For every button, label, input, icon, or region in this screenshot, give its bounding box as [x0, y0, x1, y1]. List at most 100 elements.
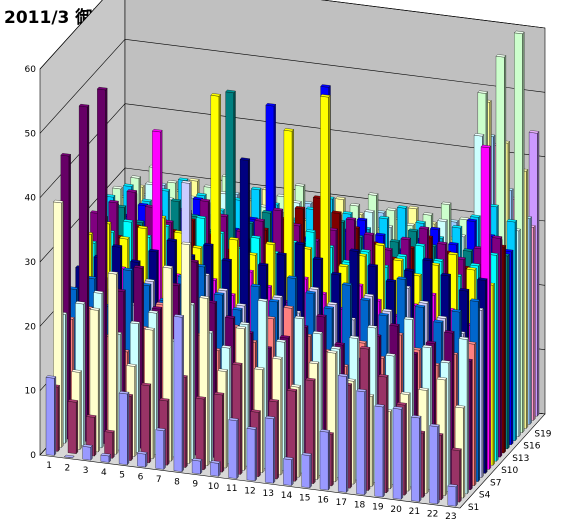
bar-top: [268, 298, 280, 303]
gridline: [39, 38, 546, 134]
bar-top: [312, 330, 324, 335]
bar-top: [374, 242, 386, 246]
bar-side: [371, 394, 374, 487]
bar: [319, 429, 331, 491]
x-tick-label: 10: [208, 482, 220, 492]
gridline: [39, 0, 546, 70]
bar-top: [253, 366, 265, 370]
bar-top: [144, 327, 155, 331]
bar-top: [345, 217, 357, 221]
bar-top: [389, 239, 401, 243]
bar-top: [221, 345, 232, 349]
bar: [374, 403, 385, 498]
bar: [213, 391, 225, 473]
bar: [107, 271, 119, 455]
bar-top: [283, 128, 294, 132]
bar-top: [294, 241, 305, 245]
bar-top: [224, 315, 236, 319]
bar-top: [89, 307, 101, 311]
bar-side: [94, 415, 97, 457]
bar-top: [118, 390, 130, 395]
x-tick-label: 8: [174, 477, 180, 487]
bar: [104, 429, 115, 459]
bar-top: [319, 429, 331, 433]
bar-side: [317, 361, 320, 480]
bar-top: [375, 232, 386, 236]
bar-top: [195, 215, 207, 219]
bar-top: [491, 235, 503, 239]
bar-top: [60, 153, 72, 157]
bar-top: [232, 307, 243, 311]
bar-top: [454, 404, 466, 409]
bar: [283, 456, 294, 486]
bar-top: [331, 271, 342, 276]
bar-top: [451, 225, 463, 229]
bar-side: [522, 31, 525, 434]
bar-side: [404, 402, 407, 496]
bar-top: [155, 427, 166, 431]
bar-top: [195, 396, 207, 400]
bar-side: [426, 388, 429, 494]
bar-side: [444, 377, 447, 497]
bar-side: [87, 104, 90, 442]
bar-top: [367, 325, 378, 329]
bar-side: [526, 169, 529, 429]
bar-top: [67, 399, 79, 403]
bar-top: [122, 219, 134, 223]
bar-top: [235, 303, 247, 307]
bar-top: [360, 249, 371, 253]
bar-top: [360, 297, 371, 301]
bar-top: [400, 391, 411, 395]
x-tick-label: 13: [263, 489, 274, 499]
bar-top: [213, 391, 225, 396]
bar-top: [342, 211, 353, 215]
bar-top: [433, 258, 444, 262]
bar-side: [529, 216, 532, 425]
bar-top: [459, 216, 470, 221]
bar-top: [335, 196, 346, 200]
bar-front: [118, 392, 128, 465]
bar-side: [276, 399, 279, 480]
bar-top: [359, 346, 371, 350]
bar-front: [429, 425, 438, 505]
bar-top: [447, 251, 459, 256]
bar-top: [378, 312, 389, 316]
bar-top: [268, 398, 279, 403]
bar-top: [451, 447, 462, 451]
bar-top: [137, 202, 149, 207]
bar-top: [411, 414, 422, 419]
bar-top: [82, 444, 93, 448]
bar-top: [250, 409, 261, 413]
bar-side: [346, 374, 349, 493]
bar-top: [239, 321, 250, 325]
bar-front: [140, 384, 150, 464]
bar-top: [421, 344, 433, 348]
bar-top: [425, 340, 437, 344]
bar-side: [207, 296, 210, 467]
bar-top: [148, 310, 159, 314]
bars: [45, 30, 540, 507]
bar-top: [78, 103, 90, 108]
bar-top: [250, 283, 262, 287]
x-tick-label: 17: [336, 498, 347, 508]
bar: [337, 373, 349, 493]
bar-top: [356, 388, 367, 392]
bar-side: [222, 392, 225, 473]
bar-side: [152, 328, 155, 460]
bar-top: [276, 252, 287, 256]
x-tick-label: 11: [226, 484, 237, 494]
bar-top: [130, 175, 142, 179]
bar-front: [246, 428, 256, 482]
bar-top: [181, 241, 192, 245]
bar-side: [309, 453, 312, 489]
bar-top: [415, 220, 426, 224]
bar-top: [228, 237, 240, 241]
bar-top: [389, 323, 400, 327]
bar-top: [407, 228, 419, 232]
bar-top: [320, 84, 331, 88]
bar-top: [440, 201, 452, 205]
series-tick-label: S19: [534, 429, 551, 439]
bar: [173, 314, 184, 473]
bar-front: [213, 393, 223, 473]
bar-top: [257, 298, 269, 302]
